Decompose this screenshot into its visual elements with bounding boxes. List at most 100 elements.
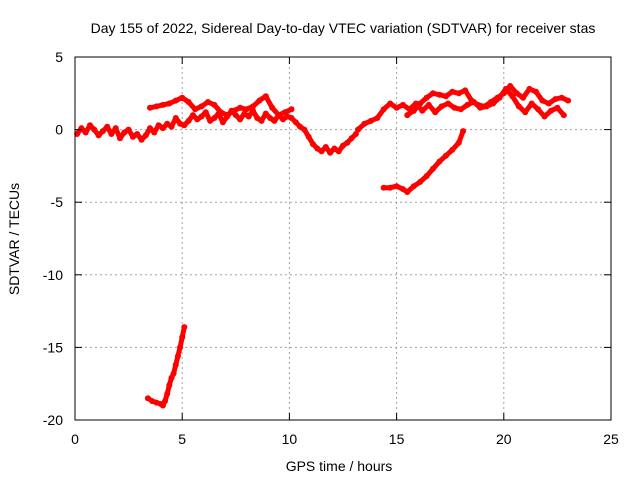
data-point (179, 94, 186, 101)
data-point (361, 120, 368, 127)
data-point (104, 123, 111, 130)
data-point (271, 117, 278, 124)
data-point (168, 123, 175, 130)
data-point (174, 353, 181, 360)
data-point (172, 97, 179, 104)
data-point (374, 115, 381, 121)
data-point (515, 103, 522, 110)
data-point (449, 146, 456, 153)
data-point (487, 99, 494, 105)
data-point (438, 103, 445, 110)
data-point (348, 135, 355, 142)
data-point (269, 104, 276, 111)
data-point (147, 125, 153, 132)
data-point (314, 145, 321, 152)
data-point (245, 113, 252, 120)
data-point (445, 100, 452, 107)
data-point (288, 106, 295, 113)
data-point (464, 101, 471, 108)
data-point (162, 398, 168, 405)
data-point (331, 145, 338, 152)
data-point (500, 90, 507, 97)
data-point (177, 344, 184, 351)
x-tick-label: 15 (389, 431, 405, 447)
data-point (393, 183, 400, 190)
y-tick-label: -20 (43, 412, 63, 428)
data-point (430, 165, 436, 172)
data-point (202, 109, 209, 116)
data-point (380, 184, 387, 191)
data-point (258, 117, 265, 124)
data-point (442, 152, 449, 159)
data-point (410, 107, 417, 114)
chart-title: Day 155 of 2022, Sidereal Day-to-day VTE… (91, 20, 596, 36)
data-point (153, 103, 160, 110)
data-point (449, 88, 456, 95)
data-point (166, 100, 173, 107)
data-point (117, 135, 123, 142)
data-point (164, 120, 171, 127)
data-point (166, 382, 173, 389)
data-point (387, 184, 394, 191)
data-point (256, 97, 263, 104)
data-point (558, 94, 565, 101)
data-point (541, 113, 548, 120)
x-tick-label: 10 (282, 431, 298, 447)
data-point (282, 109, 289, 116)
data-point (507, 83, 514, 89)
data-point (417, 100, 424, 107)
data-point (552, 96, 559, 103)
data-point (129, 133, 136, 140)
data-point (322, 144, 329, 150)
data-point (340, 142, 346, 149)
data-point (95, 132, 102, 139)
data-point (468, 97, 475, 104)
data-point (560, 112, 567, 119)
data-point (147, 104, 153, 111)
data-point (159, 125, 166, 132)
data-point (451, 104, 458, 111)
data-point (533, 88, 539, 95)
data-point (400, 186, 406, 193)
data-point (436, 158, 443, 165)
data-point (211, 115, 218, 121)
data-point (301, 126, 308, 133)
x-tick-label: 0 (71, 431, 79, 447)
data-point (198, 103, 205, 110)
data-point (179, 334, 186, 341)
data-point (545, 100, 552, 107)
data-point (262, 110, 269, 117)
data-point (565, 97, 572, 104)
data-point (181, 122, 188, 129)
data-point (442, 93, 449, 100)
data-point (243, 106, 250, 113)
data-point (254, 115, 261, 121)
data-point (159, 101, 166, 108)
data-point (78, 125, 85, 132)
data-point (185, 117, 192, 124)
data-point (134, 131, 141, 137)
data-point (185, 99, 192, 105)
data-point (250, 103, 256, 110)
data-point (151, 129, 158, 136)
data-point (74, 131, 81, 137)
data-point (344, 139, 351, 146)
data-point (204, 99, 211, 105)
y-tick-label: -5 (51, 194, 64, 210)
data-point (297, 123, 304, 130)
data-point (189, 112, 196, 119)
data-point (355, 126, 361, 133)
data-point (91, 126, 98, 133)
data-point (237, 104, 244, 111)
data-point (327, 149, 334, 156)
data-point (219, 119, 226, 126)
data-point (528, 100, 535, 107)
plot-frame (74, 56, 612, 421)
data-point (404, 112, 411, 119)
data-point (112, 125, 119, 132)
data-point (400, 101, 406, 108)
y-tick-label: -15 (43, 339, 63, 355)
y-tick-label: -10 (43, 267, 63, 283)
data-point (432, 109, 439, 116)
